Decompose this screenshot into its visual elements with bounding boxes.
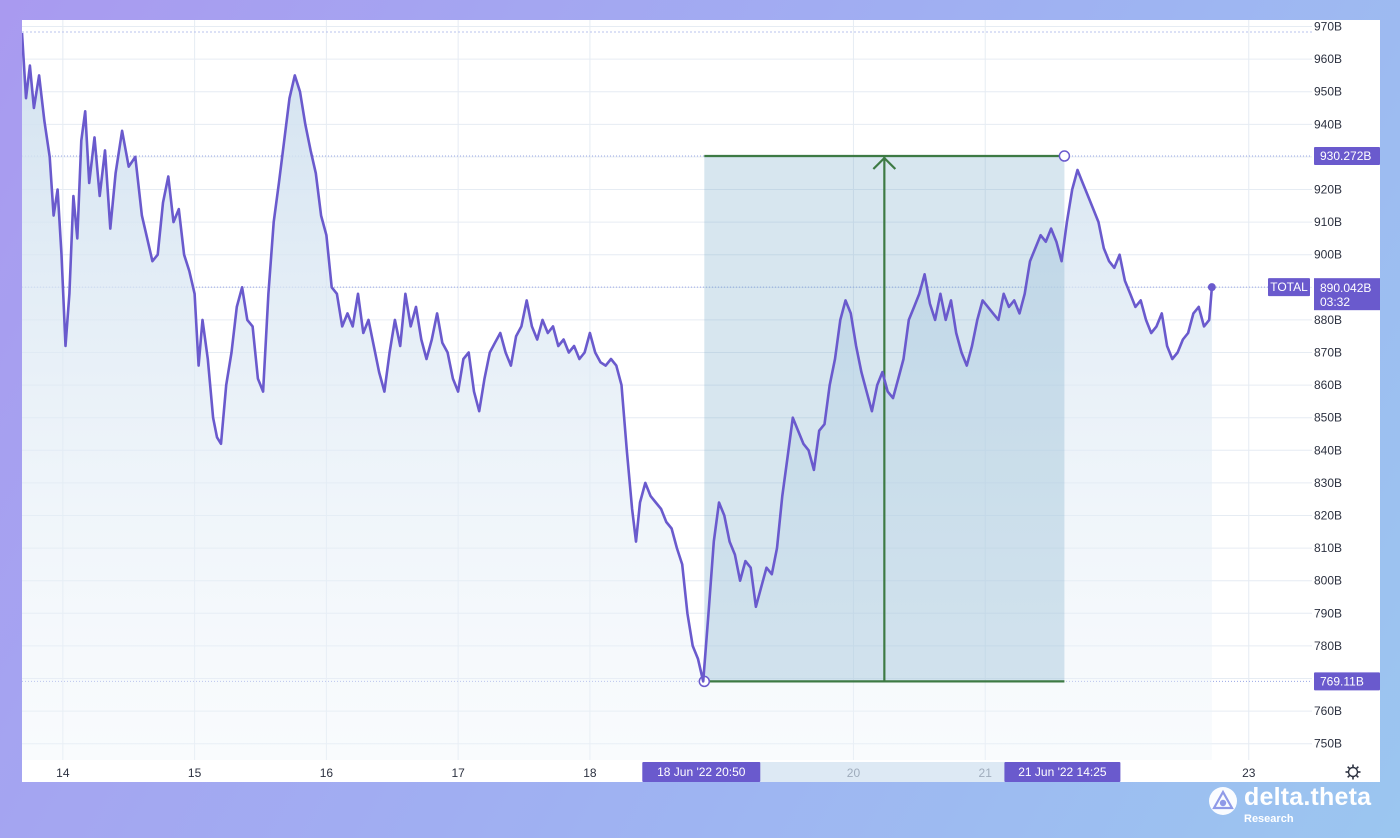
series-name-badge: TOTAL [1268,278,1310,297]
x-tick-label: 14 [56,766,70,780]
countdown-text: 03:32 [1320,295,1350,309]
brand-name: delta.theta [1244,783,1372,811]
brand-logo-block: delta.theta Research [1208,783,1388,833]
y-tick-label: 950B [1314,85,1342,99]
x-range-highlight [704,762,1065,782]
y-tick-label: 960B [1314,52,1342,66]
settings-gear-icon[interactable] [1345,764,1361,780]
y-tick-label: 780B [1314,639,1342,653]
y-tick-label: 940B [1314,117,1342,131]
y-tick-label: 860B [1314,378,1342,392]
high-value-badge-text: 930.272B [1320,149,1371,163]
series-line-total [22,32,1214,683]
y-tick-label: 760B [1314,704,1342,718]
x-tick-label: 18 [583,766,597,780]
y-tick-label: 910B [1314,215,1342,229]
last-value-text: 890.042B [1320,281,1371,295]
area-fill [22,33,1212,760]
y-tick-label: 900B [1314,248,1342,262]
x-tick-label: 15 [188,766,202,780]
low-value-badge-bg [1314,672,1380,691]
y-tick-label: 840B [1314,443,1342,457]
x-tick-label: 23 [1242,766,1256,780]
gear-tooth [1355,766,1359,770]
series-area [22,33,1212,760]
start-date-badge: 18 Jun '22 20:50 [642,762,761,782]
y-tick-label: 850B [1314,411,1342,425]
gear-tooth [1347,774,1351,778]
delta-theta-logo-icon [1209,787,1237,815]
high-value-badge: 930.272B [1314,147,1380,166]
gear-ring [1347,766,1359,778]
brand-subtitle: Research [1244,813,1294,825]
measure-arrow-head-icon [872,156,897,170]
series-line [22,32,1216,683]
y-tick-label: 750B [1314,737,1342,751]
y-tick-label: 830B [1314,476,1342,490]
low-value-badge: 769.11B [1314,672,1380,691]
y-tick-label: 810B [1314,541,1342,555]
low-value-badge-text: 769.11B [1320,674,1364,688]
high-value-badge-bg [1314,147,1380,166]
end-date-badge-text: 21 Jun '22 14:25 [1018,765,1107,779]
measure-tool [698,150,1071,688]
gear-tooth [1347,766,1351,770]
y-tick-label: 800B [1314,574,1342,588]
y-tick-label: 870B [1314,346,1342,360]
chart-frame: 970B960B950B940B930B920B910B900B890B880B… [22,20,1380,782]
series-name-badge-text: TOTAL [1270,280,1308,294]
y-tick-label: 790B [1314,606,1342,620]
series-name-badge-bg [1268,278,1310,297]
start-date-badge-text: 18 Jun '22 20:50 [657,765,746,779]
axes: 970B960B950B940B930B920B910B900B890B880B… [56,20,1361,782]
end-date-badge-bg [1004,762,1121,782]
start-date-badge-bg [642,762,761,782]
measure-end-handle [1058,150,1071,162]
end-date-badge: 21 Jun '22 14:25 [1004,762,1121,782]
y-tick-label: 820B [1314,509,1342,523]
y-tick-label: 880B [1314,313,1342,327]
price-chart[interactable]: 970B960B950B940B930B920B910B900B890B880B… [22,20,1380,782]
y-tick-label: 920B [1314,183,1342,197]
y-tick-label: 970B [1314,20,1342,34]
last-point-marker [1207,283,1216,292]
gear-tooth [1355,774,1359,778]
x-tick-label: 16 [320,766,334,780]
x-tick-label: 17 [451,766,465,780]
last-value-badge-bg [1314,278,1380,311]
